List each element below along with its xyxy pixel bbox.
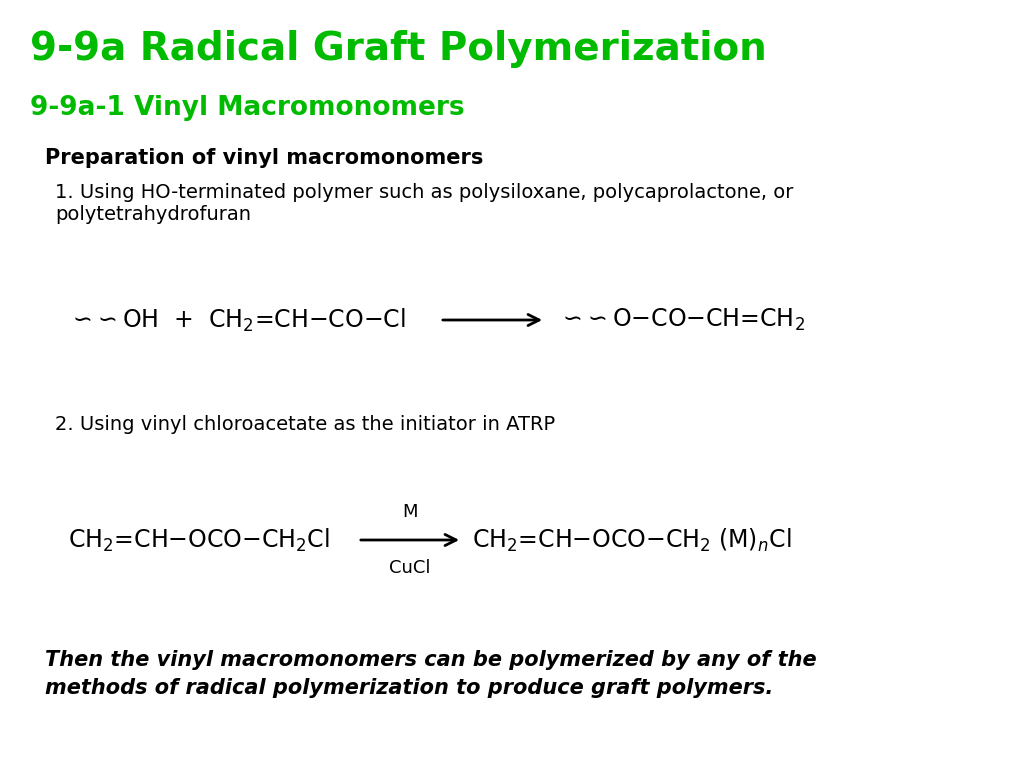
Text: M: M xyxy=(402,503,418,521)
Text: CH$_2$=CH$-$OCO$-$CH$_2$Cl: CH$_2$=CH$-$OCO$-$CH$_2$Cl xyxy=(68,526,330,554)
Text: $\backsim\!\backsim$O$-$CO$-$CH=CH$_2$: $\backsim\!\backsim$O$-$CO$-$CH=CH$_2$ xyxy=(558,307,805,333)
Text: Then the vinyl macromonomers can be polymerized by any of the: Then the vinyl macromonomers can be poly… xyxy=(45,650,816,670)
Text: Preparation of vinyl macromonomers: Preparation of vinyl macromonomers xyxy=(45,148,483,168)
Text: 1. Using HO-terminated polymer such as polysiloxane, polycaprolactone, or: 1. Using HO-terminated polymer such as p… xyxy=(55,183,794,202)
Text: CuCl: CuCl xyxy=(389,559,431,577)
Text: 9-9a Radical Graft Polymerization: 9-9a Radical Graft Polymerization xyxy=(30,30,767,68)
Text: 9-9a-1 Vinyl Macromonomers: 9-9a-1 Vinyl Macromonomers xyxy=(30,95,465,121)
Text: methods of radical polymerization to produce graft polymers.: methods of radical polymerization to pro… xyxy=(45,678,773,698)
Text: 2. Using vinyl chloroacetate as the initiator in ATRP: 2. Using vinyl chloroacetate as the init… xyxy=(55,415,555,434)
Text: $\backsim\!\backsim$OH  +  CH$_2$=CH$-$CO$-$Cl: $\backsim\!\backsim$OH + CH$_2$=CH$-$CO$… xyxy=(68,306,406,333)
Text: CH$_2$=CH$-$OCO$-$CH$_2$ (M)$_n$Cl: CH$_2$=CH$-$OCO$-$CH$_2$ (M)$_n$Cl xyxy=(472,526,792,554)
Text: polytetrahydrofuran: polytetrahydrofuran xyxy=(55,205,251,224)
